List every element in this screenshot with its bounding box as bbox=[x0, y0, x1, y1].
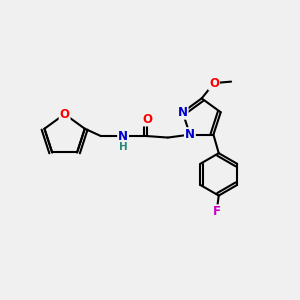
Text: O: O bbox=[209, 76, 219, 90]
Text: O: O bbox=[60, 108, 70, 121]
Text: H: H bbox=[119, 142, 128, 152]
Text: N: N bbox=[118, 130, 128, 142]
Text: F: F bbox=[213, 205, 221, 218]
Text: O: O bbox=[142, 112, 152, 125]
Text: N: N bbox=[185, 128, 195, 141]
Text: N: N bbox=[178, 106, 188, 119]
